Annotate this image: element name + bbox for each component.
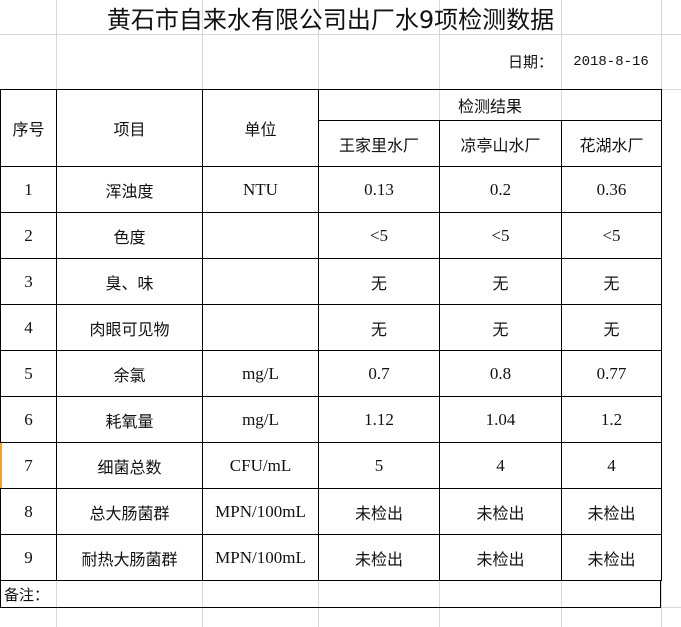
cell-value[interactable]: 0.2 [439,166,562,213]
cell-item[interactable]: 细菌总数 [56,442,203,489]
header-result[interactable]: 检测结果 [318,89,662,121]
cell-item[interactable]: 浑浊度 [56,166,203,213]
cell-value[interactable]: 0.8 [439,350,562,397]
cell-value[interactable]: 未检出 [439,534,562,581]
row-selection-marker [0,443,2,488]
cell-value[interactable]: 4 [439,442,562,489]
cell-value[interactable]: 无 [561,304,662,351]
cell-seq[interactable]: 5 [0,350,57,397]
cell-unit[interactable] [202,258,319,305]
cell-item[interactable]: 臭、味 [56,258,203,305]
header-plant[interactable]: 花湖水厂 [561,120,662,167]
cell-value[interactable]: 0.13 [318,166,440,213]
cell-unit[interactable]: mg/L [202,350,319,397]
header-plant[interactable]: 凉亭山水厂 [439,120,562,167]
header-seq[interactable]: 序号 [0,89,57,167]
cell-value[interactable]: 未检出 [318,534,440,581]
cell-seq[interactable]: 4 [0,304,57,351]
header-plant[interactable]: 王家里水厂 [318,120,440,167]
cell-value[interactable]: 1.04 [439,396,562,443]
cell-value[interactable]: 0.7 [318,350,440,397]
cell-unit[interactable]: mg/L [202,396,319,443]
cell-value[interactable]: 未检出 [561,534,662,581]
cell-seq[interactable]: 1 [0,166,57,213]
date-value[interactable]: 2018-8-16 [573,53,649,70]
cell-seq[interactable]: 6 [0,396,57,443]
cell-seq[interactable]: 2 [0,212,57,259]
cell-unit[interactable] [202,212,319,259]
cell-value[interactable]: 未检出 [318,488,440,535]
cell-value[interactable]: 未检出 [561,488,662,535]
header-unit[interactable]: 单位 [202,89,319,167]
cell-item[interactable]: 耐热大肠菌群 [56,534,203,581]
cell-value[interactable]: 无 [318,304,440,351]
remark[interactable]: 备注： [0,580,661,608]
cell-value[interactable]: <5 [439,212,562,259]
cell-unit[interactable]: CFU/mL [202,442,319,489]
cell-seq[interactable]: 7 [0,442,57,489]
cell-value[interactable]: 4 [561,442,662,489]
title[interactable]: 黄石市自来水有限公司出厂水9项检测数据 [106,5,555,34]
cell-value[interactable]: 无 [439,304,562,351]
cell-value[interactable]: 0.36 [561,166,662,213]
cell-item[interactable]: 色度 [56,212,203,259]
cell-seq[interactable]: 8 [0,488,57,535]
cell-unit[interactable]: MPN/100mL [202,534,319,581]
date-label[interactable]: 日期： [507,53,553,71]
cell-item[interactable]: 余氯 [56,350,203,397]
cell-item[interactable]: 总大肠菌群 [56,488,203,535]
cell-value[interactable]: <5 [318,212,440,259]
cell-value[interactable]: 5 [318,442,440,489]
cell-value[interactable]: 1.12 [318,396,440,443]
header-item[interactable]: 项目 [56,89,203,167]
cell-unit[interactable]: NTU [202,166,319,213]
cell-item[interactable]: 肉眼可见物 [56,304,203,351]
cell-value[interactable]: 无 [439,258,562,305]
cell-value[interactable]: 无 [561,258,662,305]
cell-seq[interactable]: 9 [0,534,57,581]
cell-unit[interactable]: MPN/100mL [202,488,319,535]
cell-seq[interactable]: 3 [0,258,57,305]
cell-value[interactable]: 无 [318,258,440,305]
gridline [0,34,681,35]
cell-value[interactable]: <5 [561,212,662,259]
cell-unit[interactable] [202,304,319,351]
cell-item[interactable]: 耗氧量 [56,396,203,443]
cell-value[interactable]: 0.77 [561,350,662,397]
cell-value[interactable]: 未检出 [439,488,562,535]
cell-value[interactable]: 1.2 [561,396,662,443]
